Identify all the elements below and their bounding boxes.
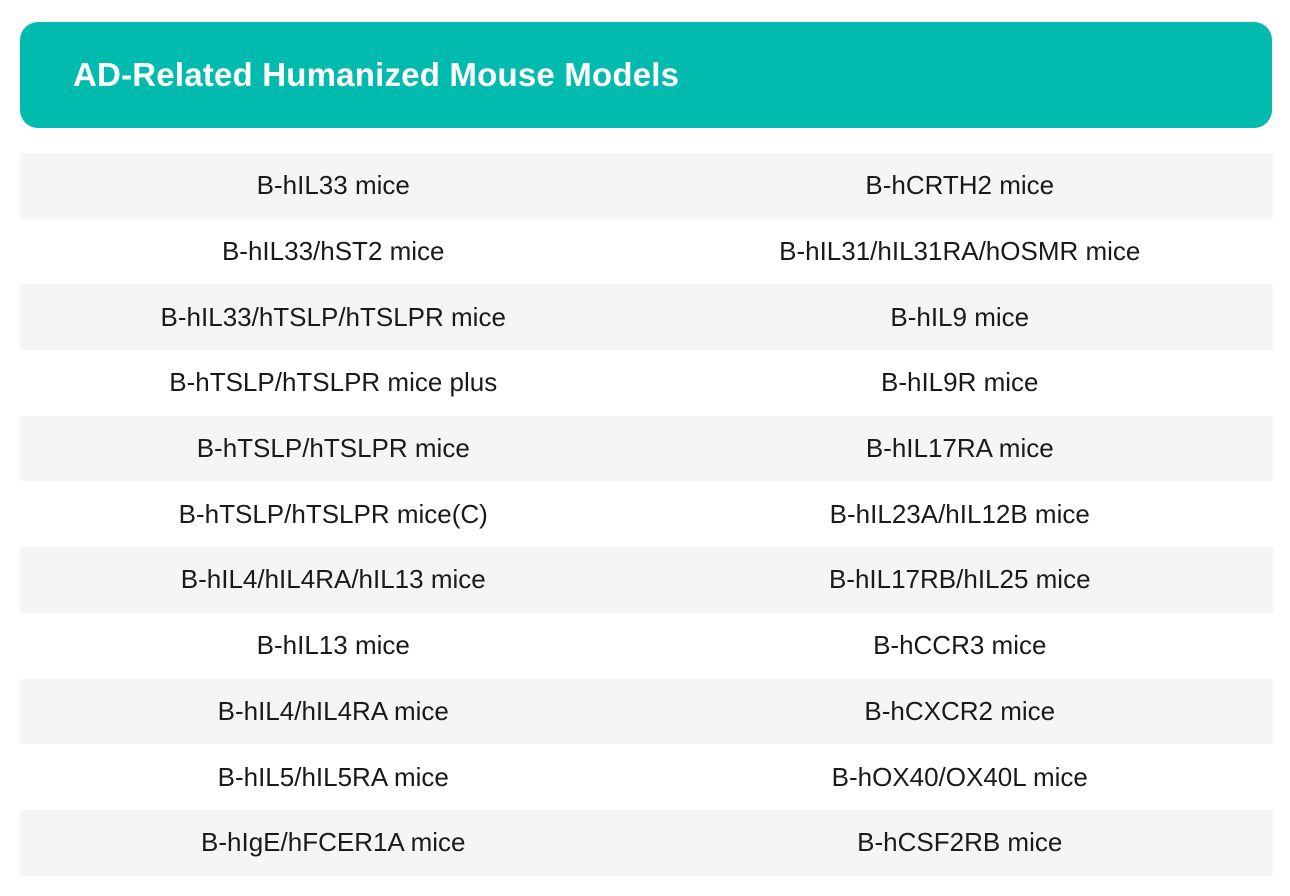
table-cell-right: B-hCXCR2 mice [864,695,1056,726]
table-cell-right: B-hIL17RA mice [865,433,1054,464]
table-row: B-hIL13 mice B-hCCR3 mice [20,613,1273,679]
table-cell-left: B-hIL5/hIL5RA mice [217,761,449,792]
table-row: B-hTSLP/hTSLPR mice plus B-hIL9R mice [20,350,1273,416]
table-cell-left: B-hIL33/hST2 mice [221,236,445,267]
table-cell-right: B-hCCR3 mice [873,630,1047,661]
table-cell-left: B-hIL4/hIL4RA mice [217,695,449,726]
table-cell-right: B-hOX40/OX40L mice [831,761,1088,792]
table-cell-left: B-hTSLP/hTSLPR mice(C) [178,498,488,529]
table-row: B-hIgE/hFCER1A mice B-hCSF2RB mice [20,809,1273,876]
table-cell-right: B-hIL17RB/hIL25 mice [828,564,1091,595]
table-row: B-hTSLP/hTSLPR mice(C) B-hIL23A/hIL12B m… [20,481,1273,547]
header-banner: AD-Related Humanized Mouse Models [20,22,1272,128]
models-table: B-hIL33 mice B-hCRTH2 mice B-hIL33/hST2 … [20,153,1273,876]
table-cell-left: B-hIL4/hIL4RA/hIL13 mice [180,564,486,595]
table-cell-left: B-hTSLP/hTSLPR mice plus [169,367,498,398]
table-cell-right: B-hIL9 mice [890,301,1030,332]
table-cell-left: B-hIL33/hTSLP/hTSLPR mice [160,301,506,332]
table-cell-left: B-hTSLP/hTSLPR mice [196,433,470,464]
page-title: AD-Related Humanized Mouse Models [73,56,680,93]
table-cell-left: B-hIgE/hFCER1A mice [201,827,466,858]
table-cell-right: B-hIL23A/hIL12B mice [829,498,1090,529]
table-cell-right: B-hIL9R mice [881,367,1039,398]
table-row: B-hIL5/hIL5RA mice B-hOX40/OX40L mice [20,744,1273,810]
table-cell-right: B-hCRTH2 mice [865,170,1055,201]
table-cell-left: B-hIL33 mice [256,170,410,201]
table-row: B-hTSLP/hTSLPR mice B-hIL17RA mice [20,415,1273,482]
table-row: B-hIL33/hTSLP/hTSLPR mice B-hIL9 mice [20,284,1273,351]
table-cell-right: B-hIL31/hIL31RA/hOSMR mice [779,236,1141,267]
table-row: B-hIL33/hST2 mice B-hIL31/hIL31RA/hOSMR … [20,219,1273,285]
table-cell-left: B-hIL13 mice [256,630,410,661]
table-cell-right: B-hCSF2RB mice [857,827,1063,858]
table-row: B-hIL4/hIL4RA mice B-hCXCR2 mice [20,678,1273,745]
table-row: B-hIL4/hIL4RA/hIL13 mice B-hIL17RB/hIL25… [20,547,1273,613]
table-row: B-hIL33 mice B-hCRTH2 mice [20,153,1273,219]
